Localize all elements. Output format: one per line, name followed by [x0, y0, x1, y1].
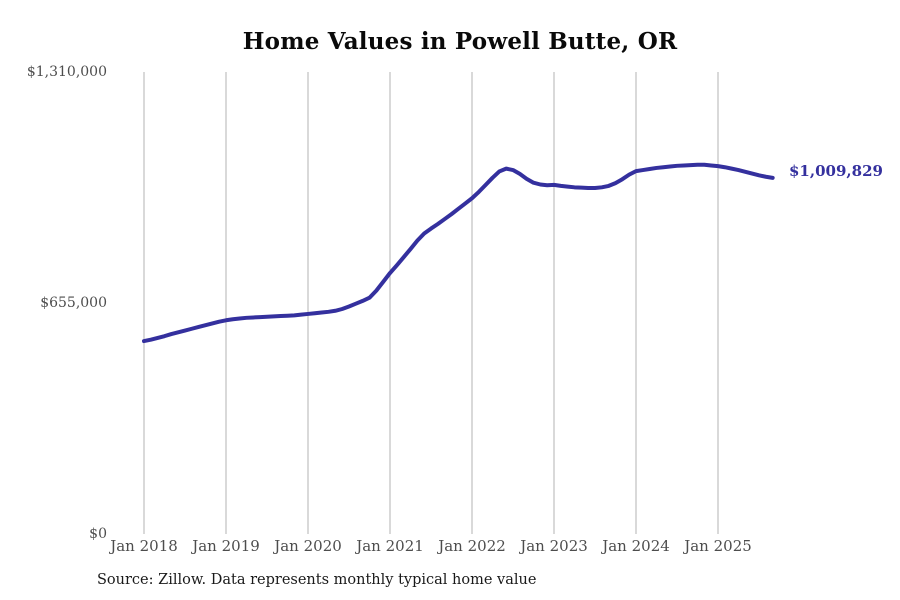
x-axis-tick-label: Jan 2018: [110, 537, 178, 555]
latest-value-label: $1,009,829: [789, 162, 883, 180]
y-axis-tick-label: $0: [89, 526, 107, 542]
home-value-line: [142, 162, 775, 344]
y-axis-tick-label: $655,000: [40, 295, 107, 311]
y-axis-tick-label: $1,310,000: [26, 64, 107, 80]
chart-title: Home Values in Powell Butte, OR: [242, 28, 678, 55]
x-axis-tick-label: Jan 2024: [602, 537, 670, 555]
source-note: Source: Zillow. Data represents monthly …: [97, 572, 537, 588]
gridlines: [143, 72, 719, 534]
x-axis-tick-label: Jan 2019: [192, 537, 260, 555]
x-axis-tick-label: Jan 2020: [274, 537, 342, 555]
x-axis-tick-label: Jan 2022: [438, 537, 506, 555]
x-axis-tick-label: Jan 2021: [356, 537, 424, 555]
x-axis-tick-label: Jan 2025: [684, 537, 752, 555]
x-axis-tick-label: Jan 2023: [520, 537, 588, 555]
